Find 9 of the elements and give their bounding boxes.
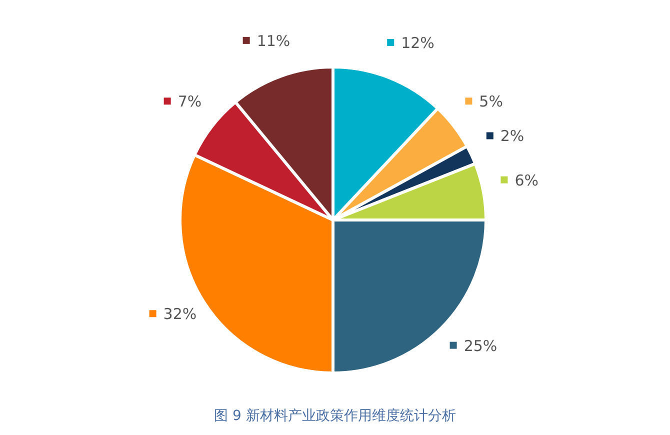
text: 图 9 新材料产业政策作用维度统计分析 [214, 408, 456, 424]
data-label: 7% [178, 92, 202, 111]
data-label: 12% [401, 34, 434, 52]
data-label: 6% [514, 171, 539, 190]
data-label: 5% [479, 92, 503, 111]
data-label: 2% [500, 127, 524, 146]
data-label: 11% [256, 32, 290, 50]
data-label: 32% [163, 305, 197, 324]
data-label: 25% [464, 336, 498, 355]
